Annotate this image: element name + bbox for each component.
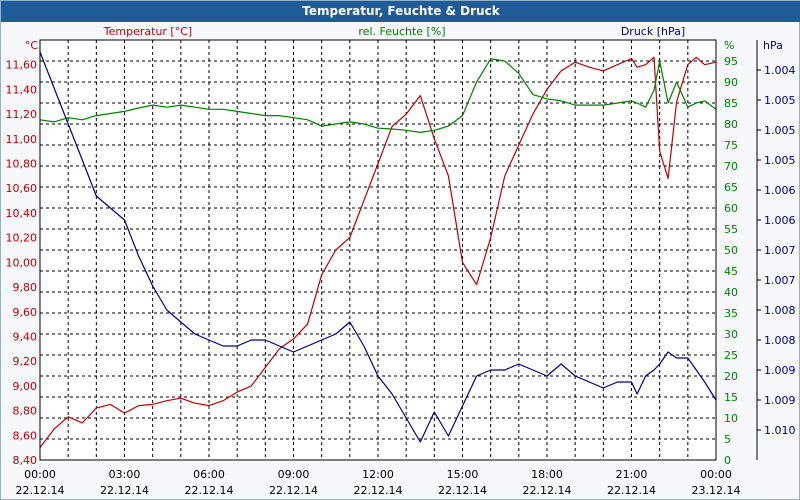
pressure-series-line (39, 51, 717, 443)
humidity-tick-labels: 0 5 10 15 20 25 30 35 40 45 50 55 60 65 70 75 80 85 90 95 (724, 55, 738, 467)
humidity-unit: % (724, 39, 734, 52)
humidity-tick-label: 70 (724, 160, 738, 173)
pressure-tick-label: 1.010 (764, 424, 796, 437)
date-tick-label: 22.12.14 (100, 484, 149, 497)
humidity-tick-label: 90 (724, 76, 738, 89)
temperature-tick-label: 10,00 (6, 256, 38, 269)
plot-border (39, 39, 717, 461)
humidity-tick-label: 45 (724, 265, 738, 278)
temperature-tick-label: 11,60 (6, 59, 38, 72)
time-tick-label: 00:00 (700, 468, 732, 481)
time-tick-label: 06:00 (193, 468, 225, 481)
pressure-tick-label: 1.005 (764, 94, 796, 107)
pressure-tick-label: 1.007 (764, 274, 796, 287)
pressure-tick-label: 1.008 (764, 334, 796, 347)
time-tick-label: 09:00 (278, 468, 310, 481)
date-tick-label: 22.12.14 (185, 484, 234, 497)
humidity-tick-label: 60 (724, 202, 738, 215)
humidity-tick-label: 40 (724, 286, 738, 299)
humidity-tick-label: 10 (724, 412, 738, 425)
temperature-tick-label: 9,60 (13, 306, 38, 319)
time-tick-label: 15:00 (447, 468, 479, 481)
humidity-tick-label: 65 (724, 181, 738, 194)
date-tick-label: 22.12.14 (523, 484, 572, 497)
temperature-axis-label: Temperatur [°C] (103, 25, 192, 38)
series-layer (39, 51, 717, 448)
time-tick-labels: 00:00 22.12.14 03:00 22.12.14 06:00 22.12.14 0… (16, 468, 741, 497)
humidity-tick-label: 35 (724, 307, 738, 320)
pressure-tick-label: 1.005 (764, 124, 796, 137)
humidity-tick-label: 25 (724, 349, 738, 362)
time-tick-label: 03:00 (109, 468, 141, 481)
temperature-tick-label: 9,80 (13, 281, 38, 294)
pressure-tick-label: 1.006 (764, 184, 796, 197)
chart-title: Temperatur, Feuchte & Druck (1, 1, 800, 22)
pressure-tick-label: 1.008 (764, 304, 796, 317)
pressure-axis-label: Druck [hPa] (621, 25, 685, 38)
temperature-tick-label: 10,40 (6, 207, 38, 220)
humidity-tick-label: 0 (724, 454, 731, 467)
temperature-tick-label: 8,60 (13, 429, 38, 442)
humidity-tick-label: 50 (724, 244, 738, 257)
temperature-tick-label: 10,80 (6, 158, 38, 171)
pressure-tick-label: 1.009 (764, 364, 796, 377)
pressure-tick-label: 1.007 (764, 244, 796, 257)
date-tick-label: 23.12.14 (692, 484, 741, 497)
humidity-tick-label: 5 (724, 433, 731, 446)
pressure-tick-labels: 1.004 1.005 1.005 1.005 1.006 1.006 1.007 1.007… (757, 64, 796, 437)
humidity-tick-label: 30 (724, 328, 738, 341)
humidity-tick-label: 15 (724, 391, 738, 404)
time-tick-label: 21:00 (616, 468, 648, 481)
temperature-tick-label: 9,20 (13, 355, 38, 368)
humidity-tick-label: 55 (724, 223, 738, 236)
pressure-unit: hPa (763, 39, 783, 52)
date-tick-label: 22.12.14 (269, 484, 318, 497)
temperature-tick-label: 10,60 (6, 182, 38, 195)
pressure-tick-label: 1.009 (764, 394, 796, 407)
temperature-tick-label: 9,40 (13, 330, 38, 343)
temperature-tick-label: 10,20 (6, 232, 38, 245)
gridlines (40, 40, 716, 461)
date-tick-label: 22.12.14 (16, 484, 65, 497)
temperature-tick-label: 11,20 (6, 108, 38, 121)
time-tick-label: 12:00 (362, 468, 394, 481)
pressure-tick-label: 1.005 (764, 154, 796, 167)
humidity-tick-label: 75 (724, 139, 738, 152)
temperature-tick-label: 8,80 (13, 405, 38, 418)
date-tick-label: 22.12.14 (607, 484, 656, 497)
temperature-series-line (39, 56, 717, 448)
humidity-tick-label: 20 (724, 370, 738, 383)
pressure-tick-label: 1.004 (764, 64, 796, 77)
temperature-tick-labels: 8,40 8,60 8,80 9,00 9,20 9,40 9,60 9,80 10,00 10,… (6, 59, 38, 467)
time-tick-label: 18:00 (531, 468, 563, 481)
temperature-tick-label: 9,00 (13, 380, 38, 393)
humidity-axis-label: rel. Feuchte [%] (358, 25, 445, 38)
humidity-series-line (39, 58, 717, 133)
time-tick-label: 00:00 (24, 468, 56, 481)
temperature-unit: °C (25, 39, 39, 52)
pressure-tick-label: 1.006 (764, 214, 796, 227)
humidity-tick-label: 80 (724, 118, 738, 131)
date-tick-label: 22.12.14 (438, 484, 487, 497)
temperature-tick-label: 8,40 (13, 454, 38, 467)
humidity-tick-label: 95 (724, 55, 738, 68)
humidity-tick-label: 85 (724, 97, 738, 110)
date-tick-label: 22.12.14 (354, 484, 403, 497)
temperature-tick-label: 11,40 (6, 83, 38, 96)
temperature-tick-label: 11,00 (6, 133, 38, 146)
